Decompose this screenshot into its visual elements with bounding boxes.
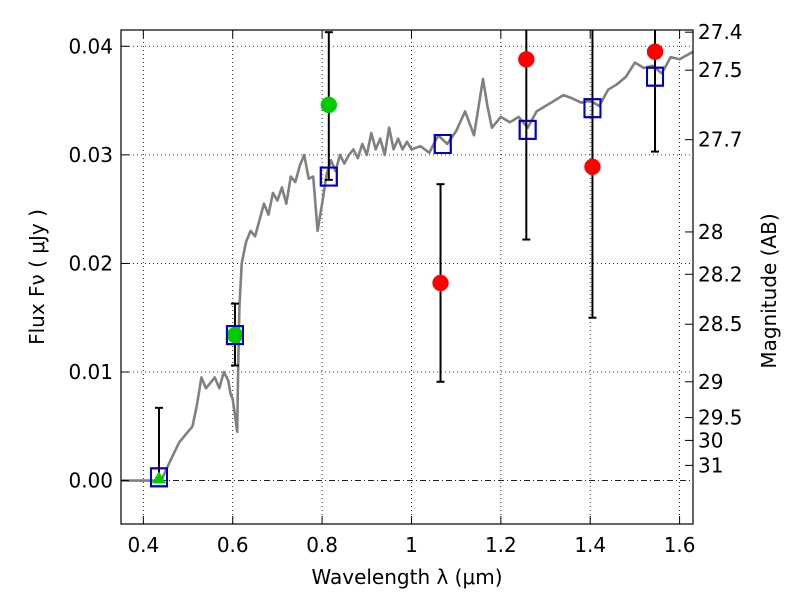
plot-frame xyxy=(120,29,694,525)
magnitude-tick-label: 29 xyxy=(698,370,723,394)
y-axis-title: Flux Fν ( μJy ) xyxy=(25,209,49,345)
magnitude-tick-label: 28.5 xyxy=(698,312,743,336)
y-tick-label: 0.01 xyxy=(68,360,113,384)
photometry-point xyxy=(320,96,338,114)
x-tick-label: 1.6 xyxy=(664,533,696,557)
magnitude-axis-title: Magnitude (AB) xyxy=(757,213,781,368)
model-spectrum-line xyxy=(121,50,693,482)
model-band-square xyxy=(225,325,244,346)
x-tick-label: 1 xyxy=(405,533,418,557)
photometry-point xyxy=(151,471,166,484)
magnitude-tick-label: 30 xyxy=(698,428,723,452)
y-tick-label: 0.04 xyxy=(68,34,113,58)
grid xyxy=(121,30,693,524)
magnitude-tick-label: 27.7 xyxy=(698,128,743,152)
x-tick-label: 0.8 xyxy=(306,533,338,557)
axis-ticks: 0.4 0.6 0.8 1 1.2 1.4 1.6 0.00 0.01 0.02 0.03 0.04 2… xyxy=(68,20,742,557)
x-tick-label: 1.4 xyxy=(574,533,606,557)
model-band-square xyxy=(433,134,452,154)
magnitude-tick-label: 29.5 xyxy=(698,406,743,430)
magnitude-tick-label: 28 xyxy=(698,220,723,244)
model-band-square xyxy=(319,166,338,187)
model-band-square xyxy=(149,467,168,488)
photometry-point xyxy=(226,326,244,344)
model-band-square xyxy=(518,119,537,140)
x-axis-title: Wavelength λ (μm) xyxy=(311,565,502,589)
y-tick-label: 0.02 xyxy=(68,251,113,275)
magnitude-tick-label: 27.4 xyxy=(698,20,743,44)
photometry-point xyxy=(518,51,535,68)
photometry-point xyxy=(432,274,449,292)
x-tick-label: 1.2 xyxy=(485,533,517,557)
magnitude-tick-label: 31 xyxy=(698,453,723,477)
plot-area xyxy=(121,30,693,488)
photometry-point xyxy=(584,158,601,176)
model-band-square xyxy=(518,119,537,140)
x-tick-label: 0.6 xyxy=(217,533,249,557)
model-band-square xyxy=(583,98,602,119)
magnitude-tick-label: 27.5 xyxy=(698,58,743,82)
magnitude-tick-label: 28.2 xyxy=(698,262,743,286)
x-tick-label: 0.4 xyxy=(127,533,159,557)
plot-series xyxy=(121,30,693,488)
y-tick-label: 0.03 xyxy=(68,143,113,167)
model-band-square xyxy=(646,66,665,87)
y-tick-label: 0.00 xyxy=(68,469,113,493)
photometry-point xyxy=(646,43,664,60)
